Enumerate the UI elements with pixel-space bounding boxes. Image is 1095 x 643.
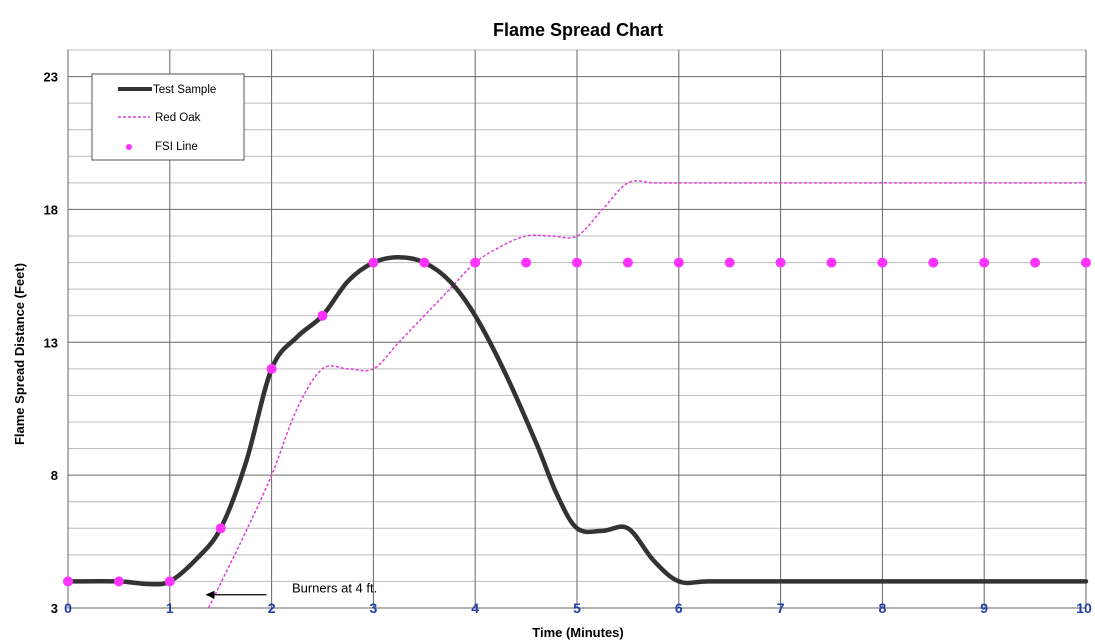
fsi-line-marker: [572, 257, 582, 268]
fsi-line-marker: [368, 257, 379, 268]
x-tick-label: 8: [879, 600, 887, 616]
x-tick-label: 7: [777, 600, 785, 616]
major-gridlines: [67, 50, 1087, 609]
x-tick-label: 9: [980, 600, 988, 616]
fsi-line-marker: [266, 363, 277, 374]
x-tick-label: 3: [370, 600, 378, 616]
fsi-line-marker: [622, 257, 633, 268]
x-tick-label: 2: [268, 600, 276, 616]
x-tick-label: 4: [471, 600, 479, 616]
red-oak-line: [207, 180, 1086, 609]
fsi-line-marker: [63, 576, 73, 587]
y-tick-label: 18: [44, 202, 58, 217]
fsi-line-marker: [215, 523, 226, 534]
x-axis-ticks: 0 1 2 3 4 5 6 7 8 9 10: [64, 600, 1092, 616]
fsi-line-marker: [1081, 257, 1091, 268]
legend-label-red-oak: Red Oak: [155, 112, 201, 124]
x-tick-label: 1: [166, 600, 174, 616]
burner-arrowhead: [205, 590, 215, 599]
fsi-line-marker: [113, 576, 124, 587]
annotation-layer: Burners at 4 ft.: [205, 581, 377, 599]
legend-label-test-sample: Test Sample: [153, 84, 216, 96]
y-tick-label: 3: [51, 601, 58, 616]
fsi-line-marker: [470, 257, 481, 268]
legend: Test Sample Red Oak FSI Line: [91, 73, 245, 161]
y-tick-label: 8: [51, 468, 58, 483]
fsi-line-marker: [979, 257, 990, 268]
legend-label-fsi-line: FSI Line: [155, 141, 198, 153]
y-tick-label: 13: [44, 335, 58, 350]
fsi-line-marker: [724, 257, 735, 268]
fsi-line-marker: [419, 257, 430, 268]
series-layer: [63, 180, 1091, 609]
legend-box: [91, 73, 245, 161]
x-tick-label: 0: [64, 600, 72, 616]
x-tick-label: 5: [573, 600, 581, 616]
fsi-line-marker: [317, 310, 328, 321]
chart-title: Flame Spread Chart: [493, 20, 663, 40]
y-axis-label: Flame Spread Distance (Feet): [12, 263, 27, 445]
legend-swatch-fsi-line: [126, 144, 132, 150]
fsi-line-marker: [775, 257, 786, 268]
fsi-line-marker: [928, 257, 939, 268]
fsi-line-marker: [521, 257, 532, 268]
y-axis-ticks: 3 8 13 18 23: [44, 70, 58, 616]
fsi-line-marker: [826, 257, 837, 268]
x-tick-label: 6: [675, 600, 683, 616]
x-axis-label: Time (Minutes): [532, 625, 624, 640]
y-tick-label: 23: [44, 70, 58, 85]
fsi-line-marker: [164, 576, 175, 587]
burner-annotation: Burners at 4 ft.: [292, 581, 377, 596]
fsi-line-marker: [1030, 257, 1041, 268]
x-tick-label: 10: [1076, 600, 1092, 616]
fsi-line-marker: [673, 257, 684, 268]
fsi-line-marker: [877, 257, 888, 268]
